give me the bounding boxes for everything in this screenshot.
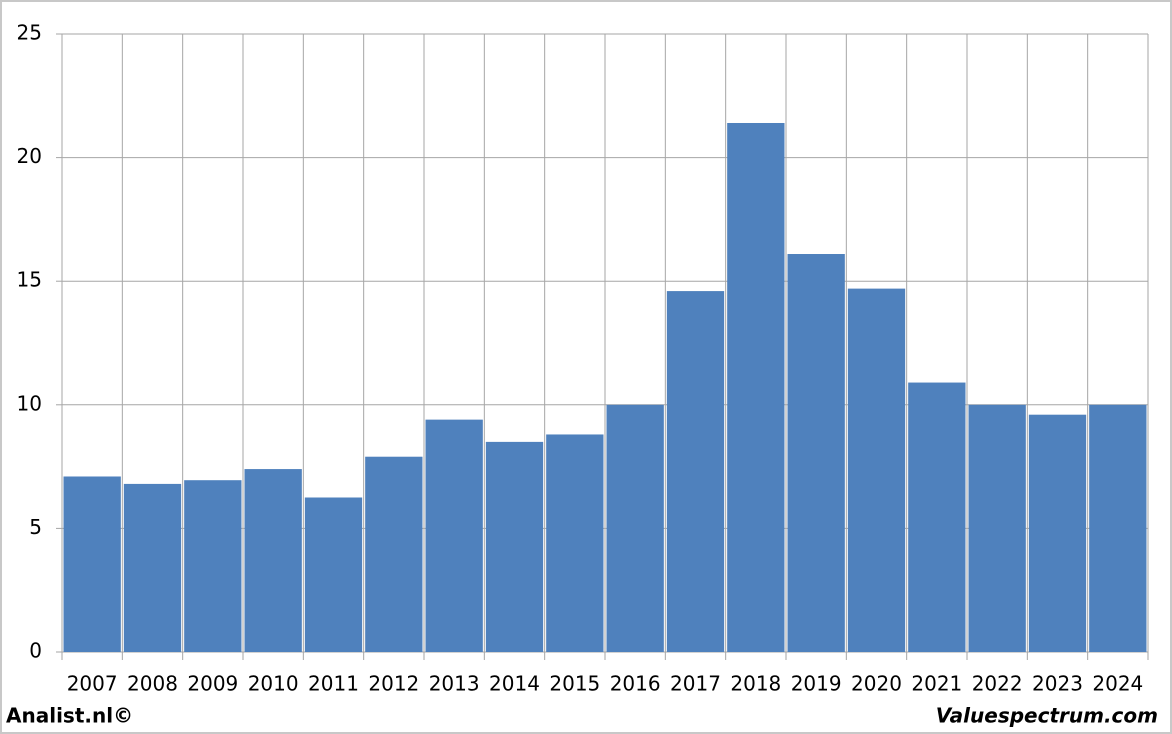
bar [727, 122, 785, 652]
bar [666, 291, 725, 652]
y-tick-label: 20 [17, 144, 42, 168]
x-tick-label: 2009 [187, 672, 238, 696]
y-tick-label: 0 [29, 639, 42, 663]
x-tick-label: 2007 [67, 672, 118, 696]
y-tick-label: 25 [17, 21, 42, 45]
x-tick-label: 2008 [127, 672, 178, 696]
y-tick-label: 5 [29, 515, 42, 539]
bar [365, 456, 423, 652]
y-tick-label: 15 [17, 268, 42, 292]
x-tick-label: 2023 [1032, 672, 1083, 696]
x-tick-label: 2012 [368, 672, 419, 696]
y-tick-label: 10 [17, 391, 42, 415]
bar [968, 404, 1026, 652]
bar [184, 480, 242, 652]
x-tick-label: 2020 [851, 672, 902, 696]
bar [485, 441, 544, 652]
x-tick-label: 2017 [670, 672, 721, 696]
bar [425, 419, 483, 652]
bar [304, 497, 363, 652]
bar [787, 254, 845, 652]
bar [908, 382, 966, 652]
x-tick-label: 2015 [549, 672, 600, 696]
x-tick-label: 2014 [489, 672, 540, 696]
bar [123, 483, 182, 652]
source-right: Valuespectrum.com [936, 704, 1158, 728]
x-tick-label: 2018 [730, 672, 781, 696]
x-tick-label: 2019 [791, 672, 842, 696]
bar [63, 476, 121, 652]
x-tick-label: 2022 [972, 672, 1023, 696]
bar [847, 288, 906, 652]
bar [244, 469, 302, 652]
x-tick-label: 2013 [429, 672, 480, 696]
x-tick-label: 2021 [911, 672, 962, 696]
x-tick-label: 2010 [248, 672, 299, 696]
source-left: Analist.nl© [6, 704, 133, 728]
x-tick-label: 2016 [610, 672, 661, 696]
bar [546, 434, 604, 652]
x-tick-label: 2024 [1092, 672, 1143, 696]
bar [606, 404, 664, 652]
bar [1028, 414, 1087, 652]
bar [1089, 404, 1147, 652]
x-tick-label: 2011 [308, 672, 359, 696]
